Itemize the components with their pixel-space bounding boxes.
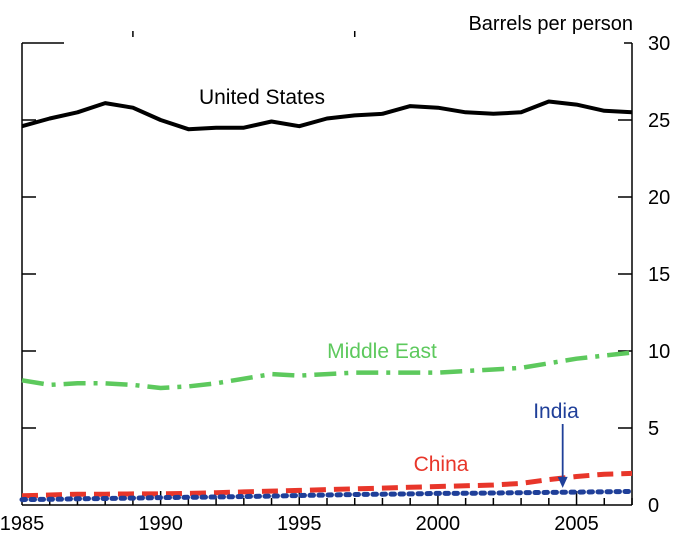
series-label-india: India — [533, 400, 579, 423]
series-label-united-states: United States — [199, 86, 325, 109]
series-line-united-states — [21, 99, 633, 132]
y-tick-label: 0 — [648, 495, 659, 517]
series-label-middle-east: Middle East — [327, 340, 437, 363]
x-tick-label: 1985 — [0, 513, 44, 534]
series-line-china — [21, 470, 633, 499]
y-tick-label: 15 — [648, 264, 670, 286]
x-tick-label: 1995 — [277, 513, 322, 534]
x-tick-label: 2005 — [554, 513, 599, 534]
y-axis: 0 5 10 15 20 25 30 — [22, 33, 670, 517]
series-label-china: China — [414, 453, 469, 476]
y-tick-label: 10 — [648, 341, 670, 363]
y-tick-label: 25 — [648, 110, 670, 132]
series-layer — [19, 99, 635, 503]
y-tick-label: 30 — [648, 33, 670, 55]
series-labels: United States Middle East China India — [199, 86, 579, 488]
plot-frame — [21, 42, 633, 506]
x-tick-label: 1990 — [138, 513, 183, 534]
y-tick-label: 20 — [648, 187, 670, 209]
x-tick-label: 2000 — [416, 513, 461, 534]
series-line-india — [19, 488, 635, 503]
y-axis-title: Barrels per person — [468, 13, 633, 35]
india-arrow-head — [557, 476, 568, 488]
y-tick-label: 5 — [648, 418, 659, 440]
x-axis: 1985 1990 1995 2000 2005 — [0, 31, 633, 534]
series-line-middle-east — [21, 350, 633, 391]
